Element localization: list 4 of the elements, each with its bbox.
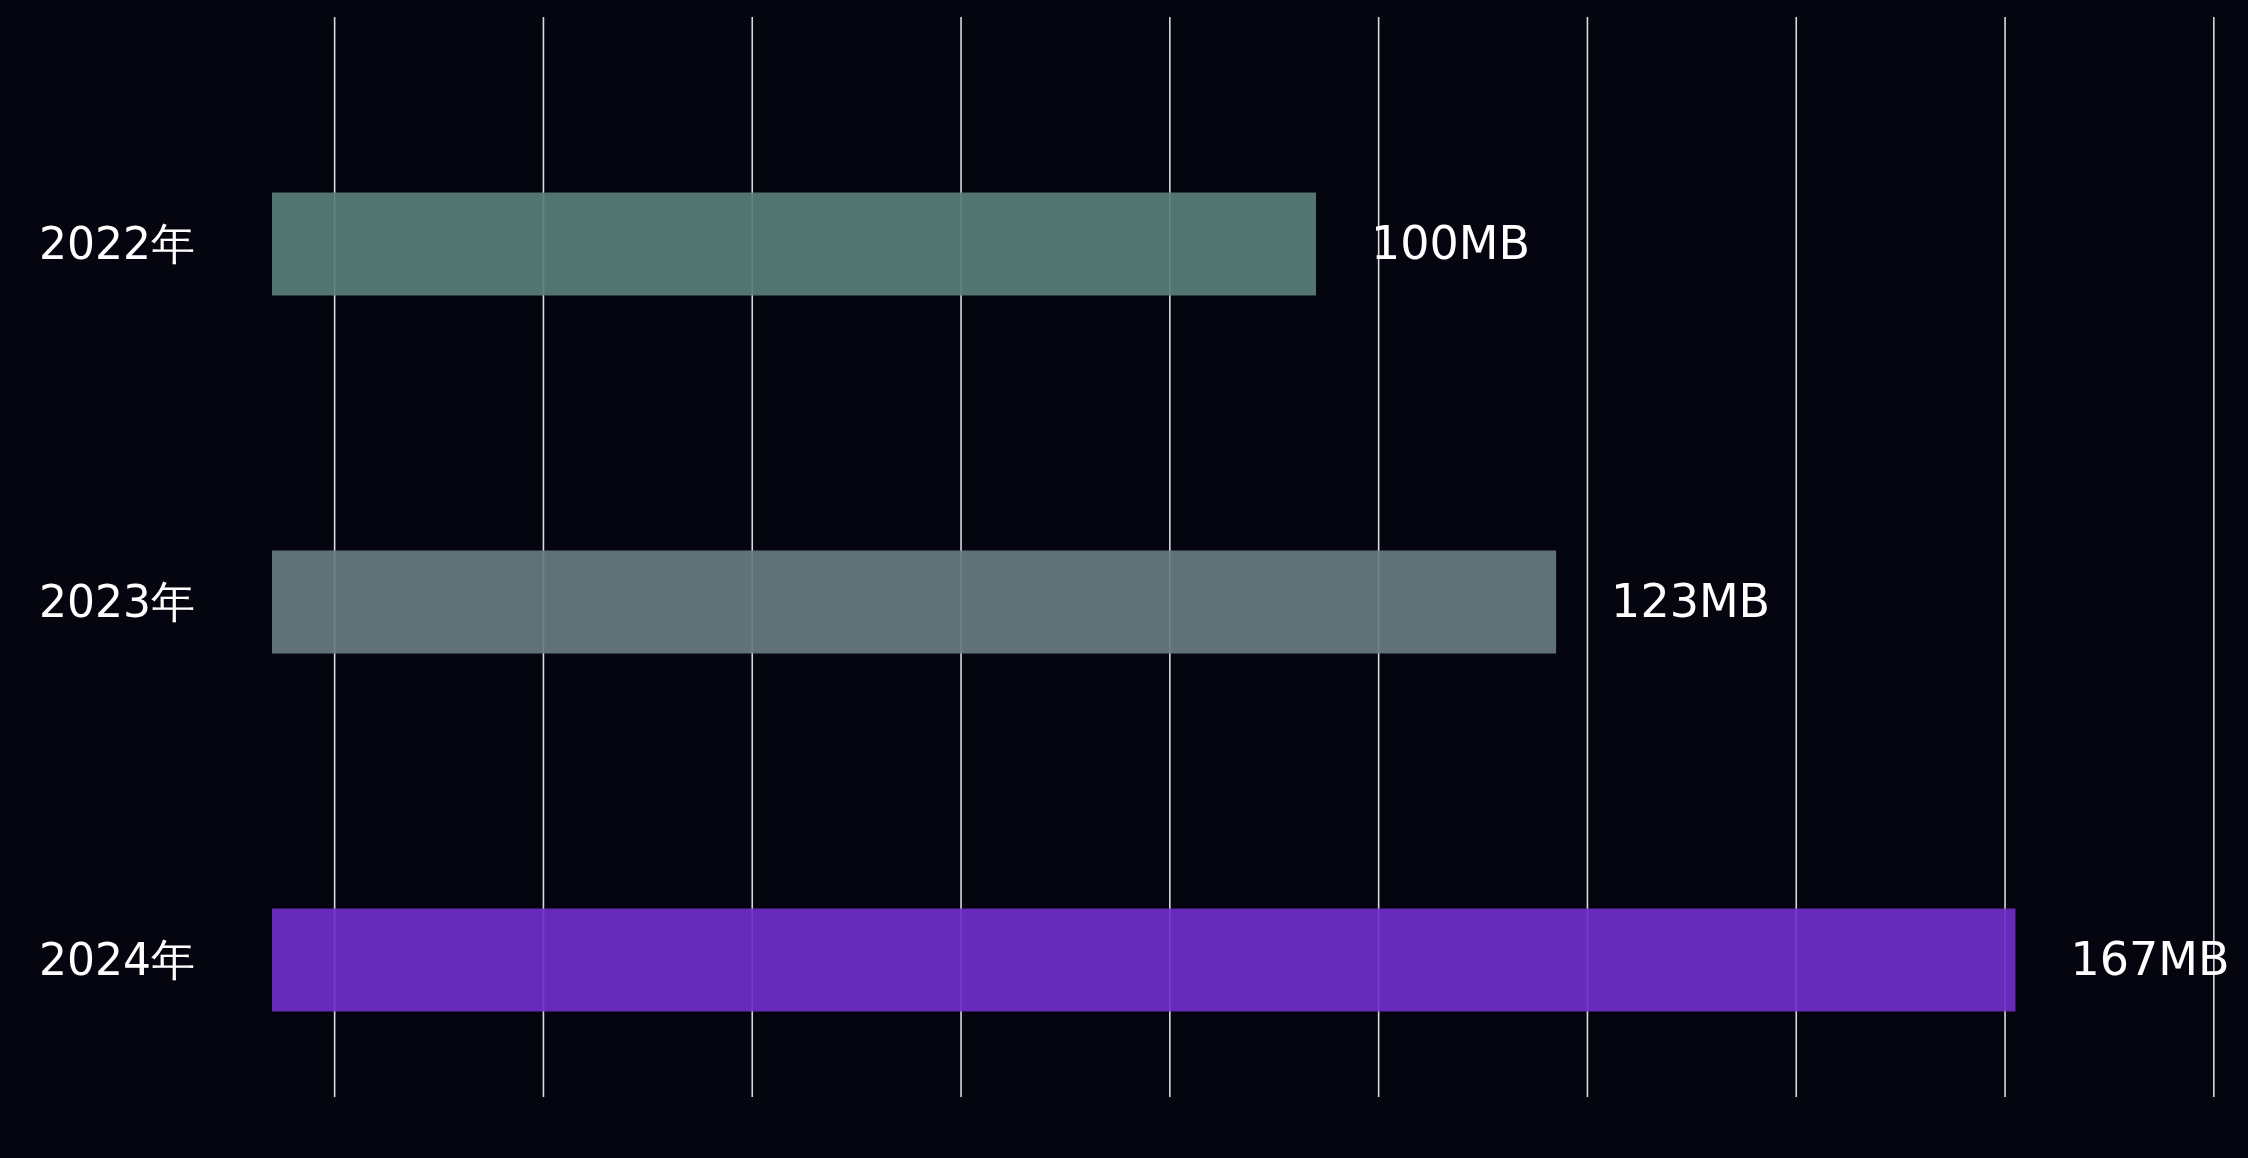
y-tick-label: 2022年 xyxy=(39,218,195,269)
data-label: 123MB xyxy=(1611,574,1771,628)
y-tick-label: 2024年 xyxy=(39,934,195,985)
y-tick-label: 2023年 xyxy=(39,576,195,627)
